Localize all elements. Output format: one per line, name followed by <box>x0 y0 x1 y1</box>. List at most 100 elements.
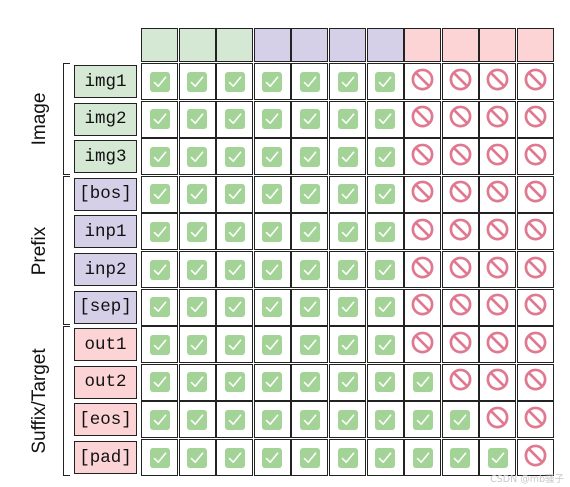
check-icon <box>299 447 320 468</box>
check-icon <box>262 71 283 92</box>
row-label-eos: [eos] <box>74 403 137 437</box>
mask-cell <box>329 401 366 439</box>
mask-cell <box>216 363 254 401</box>
mask-cell <box>216 288 254 326</box>
mask-cell <box>141 439 178 476</box>
check-icon <box>375 146 396 167</box>
mask-cell <box>366 175 404 213</box>
check-icon <box>299 221 320 242</box>
mask-cell <box>517 63 554 100</box>
group-label-suffix: Suffix/Target <box>29 348 50 454</box>
no-entry-icon <box>523 179 548 209</box>
column-header-prefix <box>366 28 404 62</box>
no-entry-icon <box>410 255 435 285</box>
mask-cell <box>141 251 178 288</box>
no-entry-icon <box>448 142 473 172</box>
mask-cell <box>216 213 254 251</box>
check-icon <box>375 334 396 355</box>
check-icon <box>262 372 283 393</box>
row-label-bos: [bos] <box>74 177 137 211</box>
group-bracket-prefix <box>63 175 70 326</box>
watermark: CSDN @mb骚子 <box>490 474 564 485</box>
no-entry-icon <box>523 330 548 360</box>
row-label-img1: img1 <box>74 65 137 98</box>
check-icon <box>149 409 170 430</box>
mask-cell <box>253 213 291 251</box>
mask-cell <box>216 439 254 476</box>
check-icon <box>187 221 208 242</box>
mask-cell <box>404 363 442 401</box>
mask-cell <box>178 138 216 176</box>
no-entry-icon <box>410 217 435 247</box>
mask-cell <box>517 251 554 288</box>
mask-cell <box>253 401 291 439</box>
check-icon <box>262 409 283 430</box>
mask-cell <box>517 439 554 476</box>
mask-cell <box>517 138 554 176</box>
check-icon <box>375 259 396 280</box>
no-entry-icon <box>523 405 548 435</box>
no-entry-icon <box>485 405 510 435</box>
mask-cell <box>178 439 216 476</box>
mask-cell <box>141 138 178 176</box>
mask-cell <box>329 288 366 326</box>
mask-cell <box>253 288 291 326</box>
check-icon <box>412 372 433 393</box>
check-icon <box>187 146 208 167</box>
mask-cell <box>404 175 442 213</box>
no-entry-icon <box>448 217 473 247</box>
check-icon <box>187 109 208 130</box>
no-entry-icon <box>485 255 510 285</box>
column-header-prefix <box>329 28 366 62</box>
mask-cell <box>291 251 329 288</box>
check-icon <box>450 409 471 430</box>
mask-cell <box>329 100 366 138</box>
check-icon <box>187 372 208 393</box>
no-entry-icon <box>448 292 473 322</box>
no-entry-icon <box>485 179 510 209</box>
mask-cell <box>366 63 404 100</box>
mask-cell <box>479 401 517 439</box>
mask-cell <box>441 175 479 213</box>
mask-cell <box>141 326 178 364</box>
no-entry-icon <box>448 104 473 134</box>
no-entry-icon <box>410 104 435 134</box>
check-icon <box>299 259 320 280</box>
mask-cell <box>441 100 479 138</box>
check-icon <box>299 71 320 92</box>
mask-cell <box>404 326 442 364</box>
row-label-inp1: inp1 <box>74 215 137 249</box>
mask-cell <box>479 363 517 401</box>
mask-cell <box>329 175 366 213</box>
check-icon <box>375 297 396 318</box>
column-header-image <box>178 28 216 62</box>
check-icon <box>224 297 245 318</box>
no-entry-icon <box>523 217 548 247</box>
mask-cell <box>517 326 554 364</box>
mask-cell <box>141 363 178 401</box>
check-icon <box>149 221 170 242</box>
mask-cell <box>216 326 254 364</box>
check-icon <box>299 297 320 318</box>
check-icon <box>149 109 170 130</box>
mask-cell <box>178 363 216 401</box>
no-entry-icon <box>448 255 473 285</box>
mask-cell <box>479 63 517 100</box>
check-icon <box>299 409 320 430</box>
check-icon <box>224 447 245 468</box>
mask-cell <box>291 288 329 326</box>
no-entry-icon <box>523 443 548 473</box>
mask-cell <box>517 100 554 138</box>
no-entry-icon <box>485 292 510 322</box>
check-icon <box>375 184 396 205</box>
mask-cell <box>441 401 479 439</box>
row-label-out1: out1 <box>74 328 137 362</box>
mask-cell <box>366 288 404 326</box>
check-icon <box>149 146 170 167</box>
mask-cell <box>291 138 329 176</box>
mask-cell <box>366 439 404 476</box>
mask-cell <box>329 439 366 476</box>
check-icon <box>337 447 358 468</box>
check-icon <box>149 372 170 393</box>
mask-cell <box>253 326 291 364</box>
